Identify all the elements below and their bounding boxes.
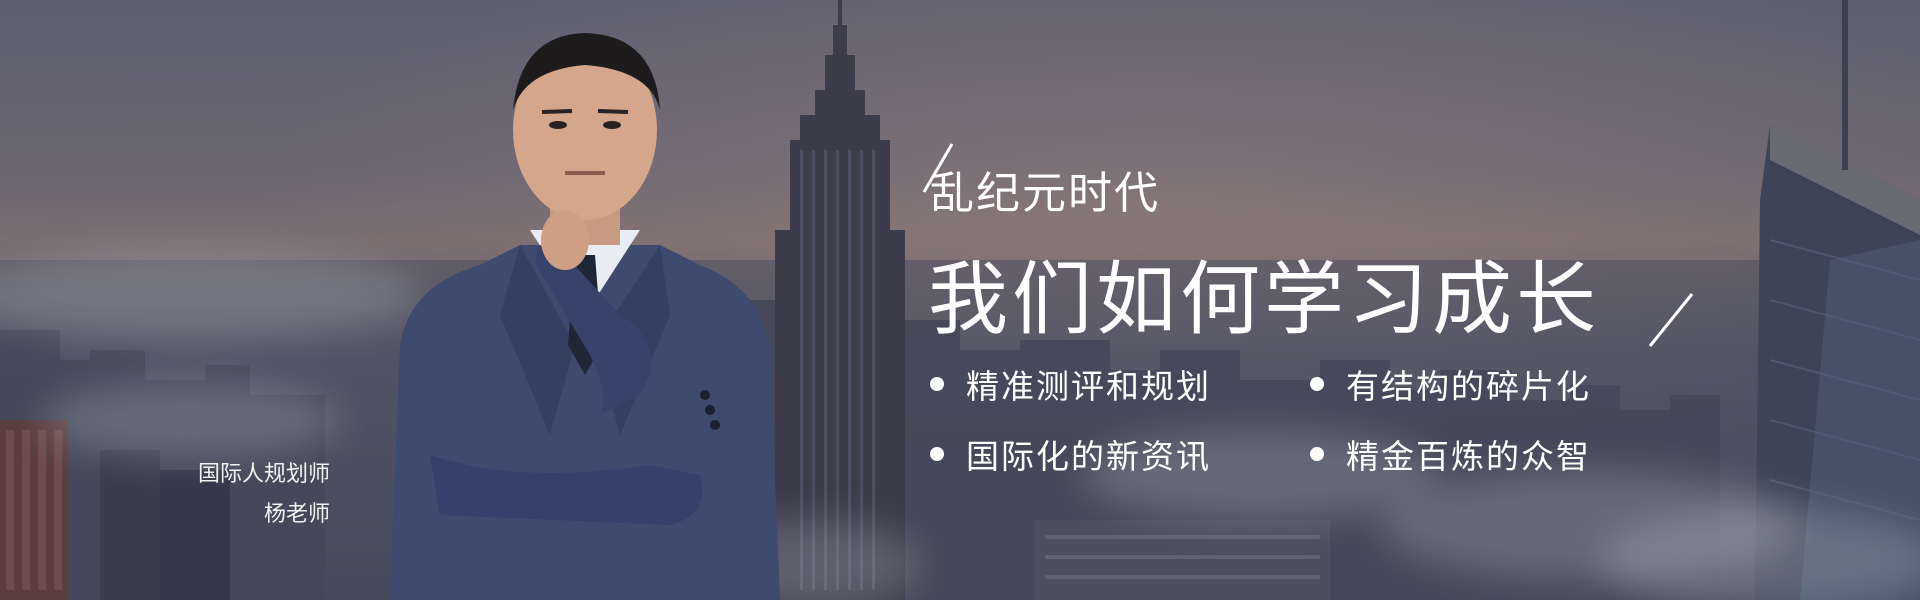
headline-top: 乱纪元时代 [930, 168, 1160, 219]
presenter-portrait [390, 33, 780, 600]
feature-item: 国际化的新资讯 [930, 430, 1310, 478]
fog-cloud [0, 250, 420, 340]
fog-cloud [1380, 470, 1800, 580]
dot-icon [1310, 377, 1324, 391]
fog-cloud [1600, 510, 1920, 600]
headline-main: 我们如何学习成长 [928, 253, 1600, 346]
presenter-caption: 国际人规划师 杨老师 [140, 455, 330, 535]
slash-icon [922, 143, 954, 193]
slash-icon [1648, 293, 1694, 347]
dot-icon [930, 377, 944, 391]
feature-label: 国际化的新资讯 [966, 437, 1211, 476]
feature-list: 精准测评和规划 有结构的碎片化 国际化的新资讯 精金百炼的众智 [930, 360, 1650, 478]
presenter-title: 国际人规划师 [197, 462, 330, 487]
feature-item: 有结构的碎片化 [1310, 360, 1650, 408]
feature-label: 有结构的碎片化 [1346, 367, 1591, 406]
dot-icon [930, 447, 944, 461]
feature-item: 精金百炼的众智 [1310, 430, 1650, 478]
fog-cloud [40, 380, 340, 460]
feature-label: 精准测评和规划 [966, 367, 1211, 406]
feature-item: 精准测评和规划 [930, 360, 1310, 408]
fog-cloud [1080, 430, 1440, 520]
feature-label: 精金百炼的众智 [1346, 437, 1591, 476]
presenter-name: 杨老师 [263, 502, 330, 527]
dot-icon [1310, 447, 1324, 461]
